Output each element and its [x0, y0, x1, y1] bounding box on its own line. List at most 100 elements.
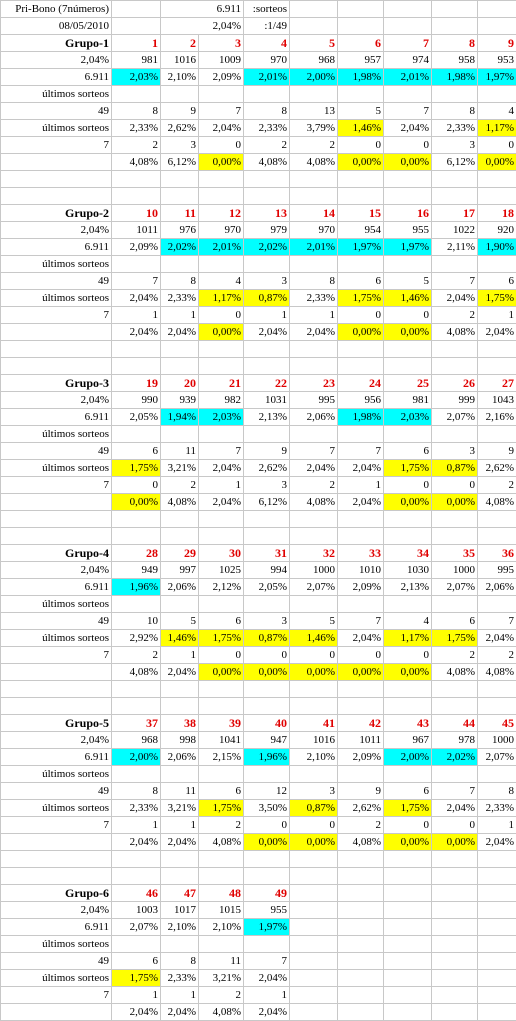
lottery-number[interactable]: 47 — [161, 885, 199, 902]
last7-count-cell[interactable] — [338, 987, 384, 1004]
last7-percentage-cell[interactable] — [290, 1004, 338, 1021]
empty-cell[interactable] — [244, 936, 290, 953]
lottery-number[interactable]: 23 — [290, 375, 338, 392]
last7-percentage-cell[interactable]: 2,04% — [112, 834, 161, 851]
empty-cell[interactable] — [478, 698, 516, 715]
last49-count-cell[interactable]: 7 — [432, 273, 478, 290]
empty-cell[interactable] — [384, 426, 432, 443]
percentage-cell[interactable]: 2,13% — [384, 579, 432, 596]
frequency-cell[interactable]: 958 — [432, 52, 478, 69]
empty-cell[interactable] — [112, 851, 161, 868]
last7-count-cell[interactable]: 0 — [384, 817, 432, 834]
last49-percentage-cell[interactable]: 2,33% — [161, 290, 199, 307]
last49-percentage-cell[interactable]: 1,75% — [432, 630, 478, 647]
empty-cell[interactable] — [199, 936, 244, 953]
last49-label[interactable]: 49 — [1, 103, 112, 120]
last7-count-cell[interactable]: 1 — [112, 987, 161, 1004]
last49-count-cell[interactable] — [290, 953, 338, 970]
last7-percentage-cell[interactable]: 2,04% — [112, 324, 161, 341]
empty-cell[interactable] — [478, 171, 516, 188]
percentage-cell[interactable]: 2,02% — [161, 239, 199, 256]
empty-cell[interactable] — [338, 358, 384, 375]
last49-count-cell[interactable]: 3 — [432, 443, 478, 460]
empty-cell[interactable] — [112, 171, 161, 188]
last49-percentage-cell[interactable]: 1,46% — [290, 630, 338, 647]
last49-count-cell[interactable]: 6 — [432, 613, 478, 630]
group-probability[interactable]: 2,04% — [1, 902, 112, 919]
last7-percentage-cell[interactable]: 0,00% — [338, 324, 384, 341]
last49-label[interactable]: 49 — [1, 953, 112, 970]
lottery-number[interactable]: 46 — [112, 885, 161, 902]
empty-cell[interactable] — [199, 341, 244, 358]
lottery-number[interactable]: 42 — [338, 715, 384, 732]
percentage-cell[interactable]: 2,07% — [432, 409, 478, 426]
empty-cell[interactable] — [338, 766, 384, 783]
empty-cell[interactable] — [432, 18, 478, 35]
last7-percentage-cell[interactable]: 4,08% — [290, 494, 338, 511]
last7-count-cell[interactable]: 0 — [112, 477, 161, 494]
ultimos-sorteos-label[interactable]: últimos sorteos — [1, 256, 112, 273]
last49-count-cell[interactable]: 11 — [161, 783, 199, 800]
last49-percentage-cell[interactable]: 2,04% — [290, 460, 338, 477]
last49-count-cell[interactable]: 7 — [199, 443, 244, 460]
empty-cell[interactable] — [1, 681, 112, 698]
empty-cell[interactable] — [244, 511, 290, 528]
empty-cell[interactable] — [112, 681, 161, 698]
empty-cell[interactable] — [112, 596, 161, 613]
frequency-cell[interactable]: 995 — [290, 392, 338, 409]
last49-percentage-cell[interactable]: 2,04% — [338, 630, 384, 647]
percentage-cell[interactable]: 2,07% — [432, 579, 478, 596]
empty-cell[interactable] — [384, 868, 432, 885]
last49-count-cell[interactable]: 8 — [161, 273, 199, 290]
percentage-cell[interactable]: 2,06% — [290, 409, 338, 426]
lottery-number[interactable]: 20 — [161, 375, 199, 392]
empty-cell[interactable] — [161, 681, 199, 698]
last7-percentage-cell[interactable]: 0,00% — [338, 664, 384, 681]
last7-count-cell[interactable]: 1 — [161, 987, 199, 1004]
empty-cell[interactable] — [161, 766, 199, 783]
last7-count-cell[interactable]: 2 — [432, 307, 478, 324]
percentage-cell[interactable]: 2,00% — [290, 69, 338, 86]
empty-cell[interactable] — [199, 868, 244, 885]
percentage-cell[interactable]: 1,97% — [338, 239, 384, 256]
frequency-cell[interactable]: 1003 — [112, 902, 161, 919]
last7-percentage-cell[interactable]: 6,12% — [161, 154, 199, 171]
last49-count-cell[interactable]: 9 — [478, 443, 516, 460]
percentage-cell[interactable]: 2,00% — [384, 749, 432, 766]
group-sorteos[interactable]: 6.911 — [1, 239, 112, 256]
empty-cell[interactable] — [478, 596, 516, 613]
last7-percentage-cell[interactable]: 0,00% — [199, 154, 244, 171]
percentage-cell[interactable]: 2,02% — [244, 239, 290, 256]
last7-count-cell[interactable]: 0 — [244, 817, 290, 834]
empty-cell[interactable] — [199, 256, 244, 273]
empty-cell[interactable] — [384, 528, 432, 545]
last49-percentage-cell[interactable]: 0,87% — [244, 630, 290, 647]
percentage-cell[interactable]: 2,01% — [244, 69, 290, 86]
last49-count-cell[interactable]: 3 — [244, 273, 290, 290]
last7-count-cell[interactable]: 1 — [161, 307, 199, 324]
lottery-number[interactable]: 28 — [112, 545, 161, 562]
percentage-cell[interactable]: 2,11% — [432, 239, 478, 256]
empty-cell[interactable] — [432, 171, 478, 188]
empty-cell[interactable] — [338, 256, 384, 273]
frequency-cell[interactable]: 955 — [384, 222, 432, 239]
last49-count-cell[interactable]: 4 — [384, 613, 432, 630]
empty-cell[interactable] — [244, 681, 290, 698]
empty-cell[interactable] — [199, 528, 244, 545]
last49-percentage-cell[interactable]: 1,75% — [112, 970, 161, 987]
last7-count-cell[interactable]: 1 — [478, 307, 516, 324]
last7-percentage-cell[interactable]: 0,00% — [432, 494, 478, 511]
empty-cell[interactable] — [244, 341, 290, 358]
last7-count-cell[interactable]: 0 — [384, 647, 432, 664]
empty-cell[interactable] — [199, 681, 244, 698]
last49-count-cell[interactable]: 9 — [244, 443, 290, 460]
frequency-cell[interactable]: 995 — [478, 562, 516, 579]
ultimos-sorteos-label[interactable]: últimos sorteos — [1, 290, 112, 307]
frequency-cell[interactable]: 970 — [199, 222, 244, 239]
percentage-cell[interactable]: 2,06% — [161, 579, 199, 596]
empty-cell[interactable] — [161, 188, 199, 205]
empty-cell[interactable] — [112, 256, 161, 273]
empty-cell[interactable] — [112, 936, 161, 953]
last7-percentage-cell[interactable] — [432, 1004, 478, 1021]
percentage-cell[interactable] — [432, 919, 478, 936]
